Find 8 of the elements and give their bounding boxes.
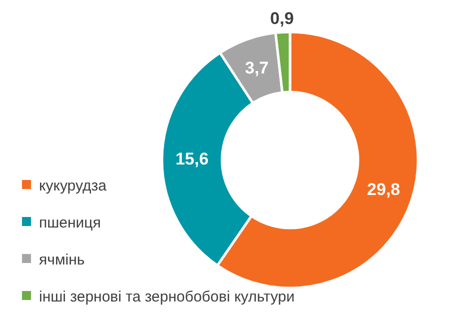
data-label: 15,6 [175,150,209,169]
data-label: 0,9 [270,9,294,28]
data-label: 3,7 [244,58,269,78]
data-label: 29,8 [367,180,400,200]
legend-label: ячмінь [39,251,85,268]
legend-label: інші зернові та зернобобові культури [39,288,295,306]
legend-label: кукурудза [39,177,108,194]
legend-label: пшениця [39,214,101,232]
